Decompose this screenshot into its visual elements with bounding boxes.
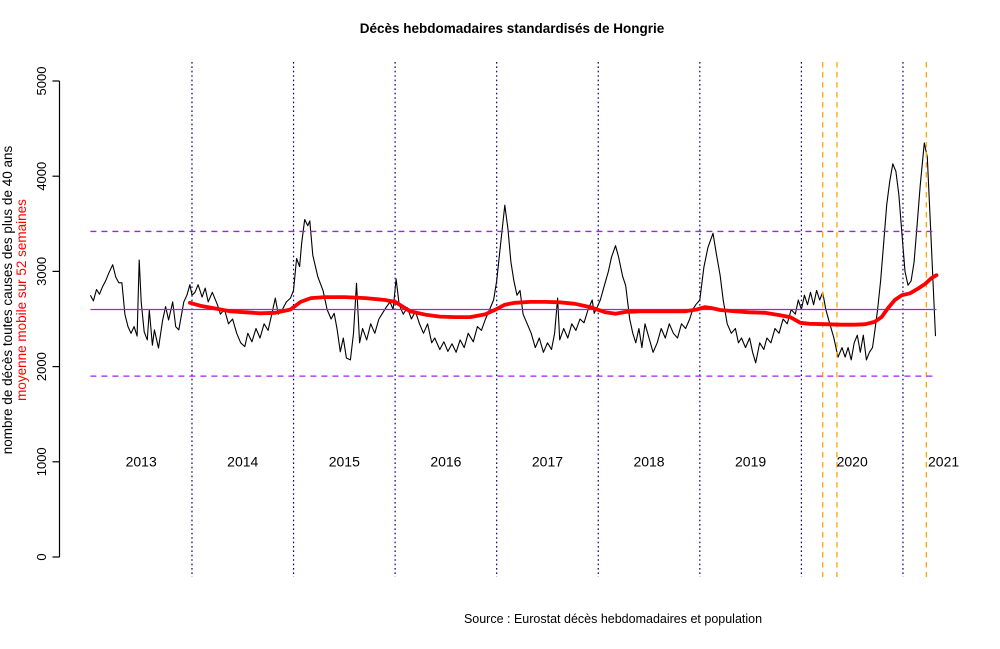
year-label: 2018	[633, 453, 664, 469]
weekly-deaths-layer	[89, 142, 937, 364]
moving-average-line	[187, 273, 939, 327]
chart-title: Décès hebdomadaires standardisés de Hong…	[359, 21, 665, 36]
y-axis-label-black: nombre de décès toutes causes des plus d…	[0, 146, 15, 455]
y-tick-label: 1000	[34, 447, 49, 476]
year-label: 2013	[126, 453, 157, 469]
y-axis-label-red: moyenne mobile sur 52 semaines	[14, 199, 29, 401]
source-caption: Source : Eurostat décès hebdomadaires et…	[463, 612, 763, 626]
y-axis-layer: 0 1000 2000 3000 4000 5000	[34, 67, 61, 561]
year-label: 2021	[928, 453, 959, 469]
reference-lines-layer	[90, 230, 937, 377]
y-tick-label: 0	[34, 553, 49, 560]
year-label: 2019	[735, 453, 766, 469]
labels-layer: 2013 2014 2015 2016 2017 2018 2019 2020 2021	[126, 453, 960, 469]
y-tick-label: 2000	[34, 352, 49, 381]
year-label: 2020	[837, 453, 868, 469]
year-label: 2017	[532, 453, 563, 469]
year-label: 2015	[329, 453, 360, 469]
moving-average-layer	[187, 273, 939, 327]
year-label: 2014	[227, 453, 258, 469]
y-tick-label: 5000	[34, 67, 49, 96]
year-label: 2016	[430, 453, 461, 469]
y-tick-label: 3000	[34, 257, 49, 286]
y-tick-label: 4000	[34, 162, 49, 191]
weekly-deaths-line	[89, 142, 937, 364]
